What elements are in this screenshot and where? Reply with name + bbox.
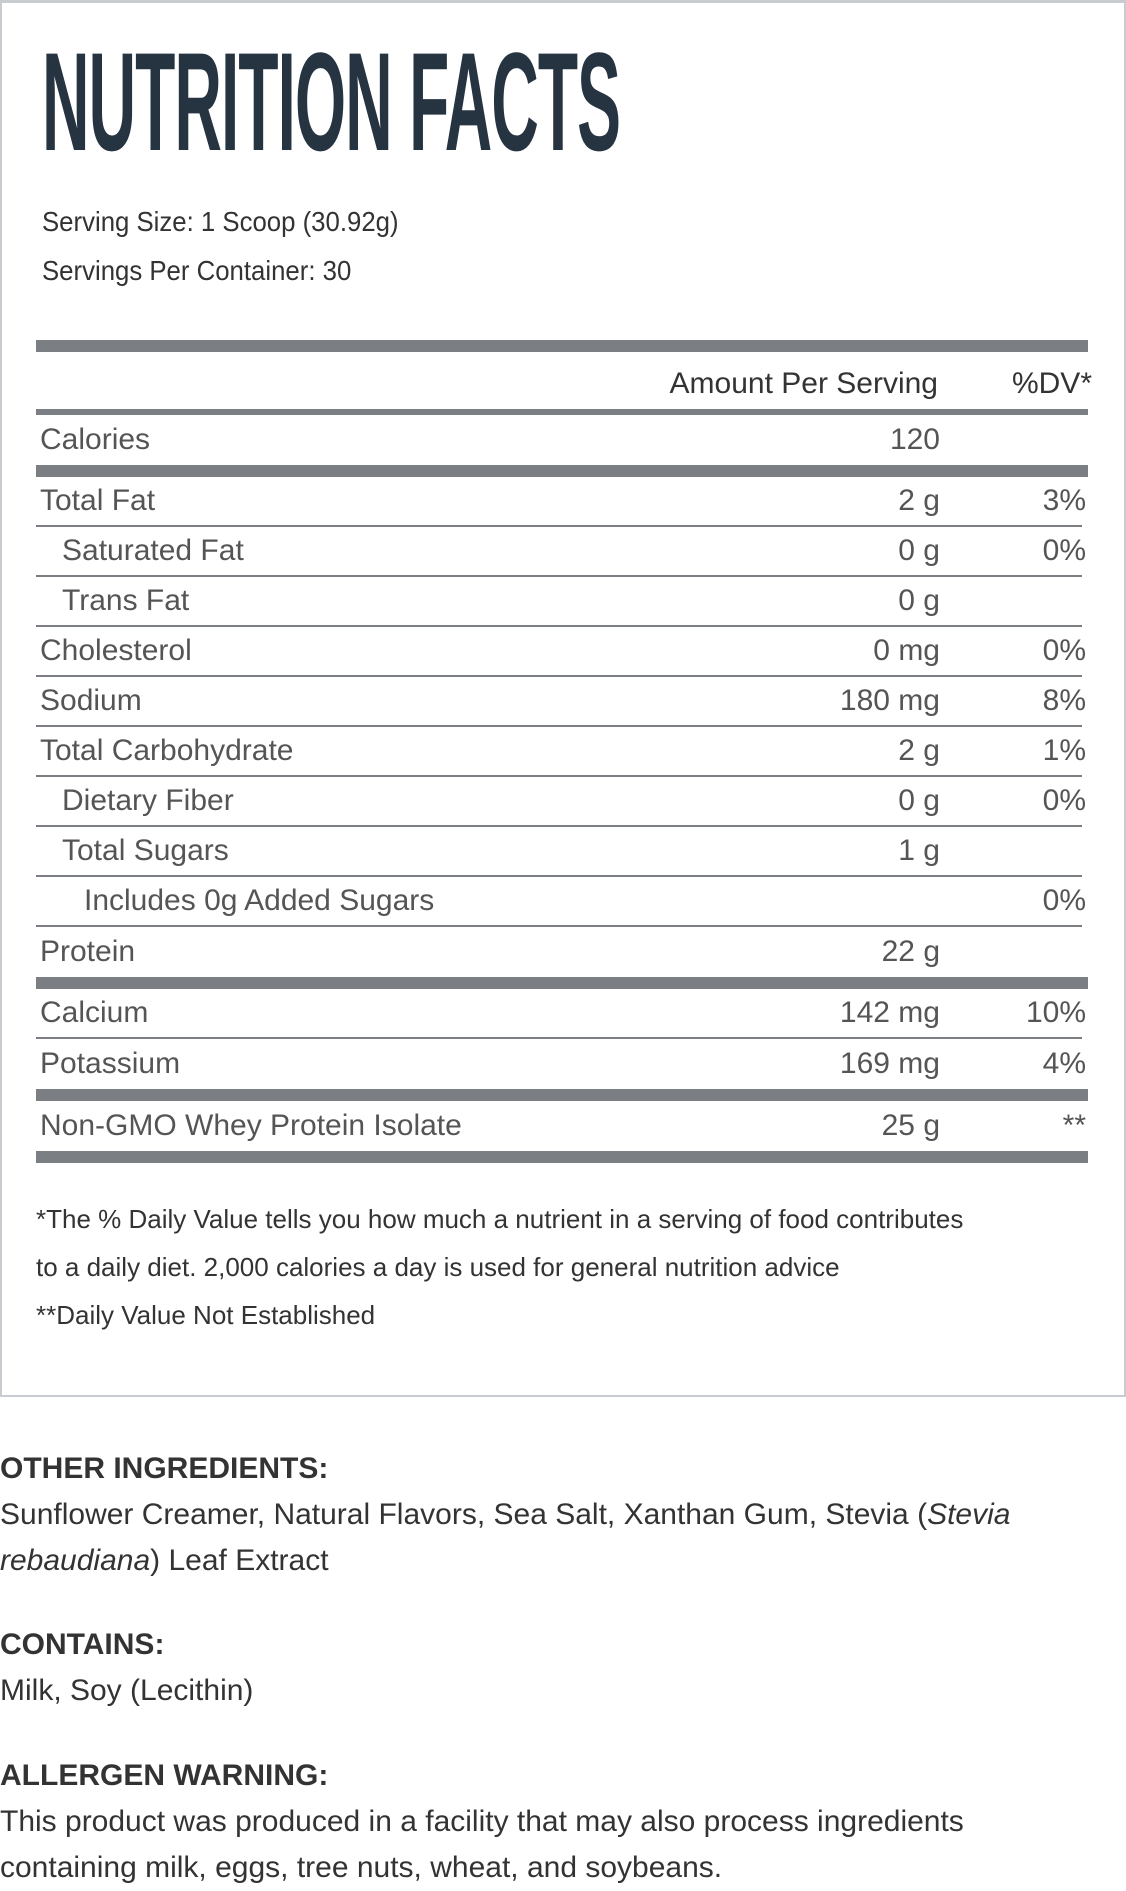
- divider-thick: [36, 1089, 1088, 1101]
- footnote: to a daily diet. 2,000 calories a day is…: [36, 1252, 840, 1282]
- nutrient-label: Saturated Fat: [62, 534, 244, 567]
- nutrient-dv: 3%: [1042, 484, 1086, 517]
- ingredients-text-end: ) Leaf Extract: [150, 1544, 329, 1577]
- nutrient-row: Potassium 169 mg 4%: [36, 1039, 1086, 1089]
- divider-thick: [36, 977, 1088, 989]
- divider-thick: [36, 340, 1088, 352]
- nutrient-row: Cholesterol 0 mg 0%: [36, 627, 1086, 677]
- table-header: Amount Per Serving %DV*: [36, 352, 1092, 409]
- nutrient-group-other: Non-GMO Whey Protein Isolate 25 g **: [36, 1101, 1088, 1151]
- nutrient-label: Dietary Fiber: [62, 784, 234, 817]
- nutrient-row: Trans Fat 0 g: [36, 577, 1082, 627]
- nutrient-amount: 0 g: [898, 784, 940, 817]
- contains-heading: CONTAINS:: [0, 1628, 165, 1661]
- allergen-heading: ALLERGEN WARNING:: [0, 1759, 329, 1792]
- serving-size: Serving Size: 1 Scoop (30.92g): [42, 206, 399, 237]
- nutrient-amount: 169 mg: [839, 1047, 940, 1080]
- contains-text: Milk, Soy (Lecithin): [0, 1674, 254, 1707]
- nutrient-dv: 0%: [1042, 884, 1086, 917]
- allergen-text: This product was produced in a facility …: [0, 1805, 964, 1884]
- footnote: *The % Daily Value tells you how much a …: [36, 1204, 964, 1234]
- nutrient-row: Total Sugars 1 g: [36, 827, 1082, 877]
- nutrition-facts-panel: NUTRITION FACTS Serving Size: 1 Scoop (3…: [0, 0, 1126, 1397]
- nutrient-row: Saturated Fat 0 g 0%: [36, 527, 1086, 577]
- allergen-section: ALLERGEN WARNING: This product was produ…: [0, 1753, 1060, 1891]
- nutrient-row: Protein 22 g: [36, 927, 1082, 977]
- nutrient-dv: **: [1062, 1109, 1086, 1142]
- nutrient-amount: 142 mg: [839, 996, 940, 1029]
- nutrient-label: Total Fat: [40, 484, 156, 517]
- footnote: **Daily Value Not Established: [36, 1300, 376, 1330]
- nutrient-amount: 2 g: [898, 484, 940, 517]
- nutrient-row: Total Carbohydrate 2 g 1%: [36, 727, 1086, 777]
- nutrient-dv: 10%: [1025, 996, 1086, 1029]
- nutrient-dv: 0%: [1042, 634, 1086, 667]
- other-ingredients-text: Sunflower Creamer, Natural Flavors, Sea …: [0, 1492, 1120, 1584]
- nutrient-row: Total Fat 2 g 3%: [36, 477, 1086, 527]
- servings-per-container: Servings Per Container: 30: [42, 255, 352, 286]
- nutrient-label: Total Carbohydrate: [40, 734, 294, 767]
- other-ingredients-heading: OTHER INGREDIENTS:: [0, 1452, 329, 1485]
- nutrient-label: Potassium: [40, 1047, 181, 1080]
- nutrient-label: Calcium: [40, 996, 149, 1029]
- nutrient-amount: 0 mg: [873, 634, 940, 667]
- nutrient-amount: 1 g: [898, 834, 940, 867]
- nutrient-amount: 0 g: [898, 534, 940, 567]
- nutrient-amount: 22 g: [881, 935, 940, 968]
- nutrient-label: Includes 0g Added Sugars: [84, 884, 435, 917]
- nutrient-amount: 180 mg: [839, 684, 940, 717]
- nutrient-amount: 2 g: [898, 734, 940, 767]
- nutrient-dv: 0%: [1042, 534, 1086, 567]
- divider-thick: [36, 465, 1088, 477]
- other-ingredients-section: OTHER INGREDIENTS: Sunflower Creamer, Na…: [0, 1446, 1120, 1584]
- nutrient-row: Calcium 142 mg 10%: [36, 989, 1086, 1039]
- nutrient-label: Total Sugars: [62, 834, 229, 867]
- nutrient-label: Trans Fat: [62, 584, 190, 617]
- contains-section: CONTAINS: Milk, Soy (Lecithin): [0, 1622, 1120, 1714]
- nutrient-group-main: Total Fat 2 g 3% Saturated Fat 0 g 0% Trans Fa…: [36, 477, 1088, 977]
- divider: [36, 409, 1088, 415]
- nutrient-row: Includes 0g Added Sugars 0%: [36, 877, 1086, 927]
- nutrient-dv: 0%: [1042, 784, 1086, 817]
- header-amount: Amount Per Serving: [669, 367, 938, 400]
- divider-thick: [36, 1151, 1088, 1163]
- nutrient-dv: 1%: [1042, 734, 1086, 767]
- nutrient-label: Protein: [40, 935, 136, 968]
- page-title: NUTRITION FACTS: [42, 23, 621, 180]
- calories-row: Calories 120: [36, 415, 1082, 465]
- header-dv: %DV*: [1011, 367, 1092, 400]
- ingredients-italic: Stevia rebaudiana: [0, 1498, 1011, 1577]
- nutrient-group-minerals: Calcium 142 mg 10% Potassium 169 mg 4%: [36, 989, 1088, 1089]
- nutrient-dv: 8%: [1042, 684, 1086, 717]
- footnotes: *The % Daily Value tells you how much a …: [36, 1195, 963, 1339]
- nutrient-row: Sodium 180 mg 8%: [36, 677, 1086, 727]
- calories-value: 120: [889, 423, 940, 456]
- nutrient-label: Sodium: [40, 684, 142, 717]
- calories-label: Calories: [40, 423, 151, 456]
- nutrition-table: Amount Per Serving %DV* Calories 120 Tot…: [36, 340, 1092, 1163]
- nutrient-label: Non-GMO Whey Protein Isolate: [40, 1109, 462, 1142]
- nutrient-amount: 0 g: [898, 584, 940, 617]
- nutrient-amount: 25 g: [881, 1109, 940, 1142]
- nutrient-row: Non-GMO Whey Protein Isolate 25 g **: [36, 1101, 1086, 1151]
- ingredients-text: Sunflower Creamer, Natural Flavors, Sea …: [0, 1498, 928, 1531]
- nutrient-row: Dietary Fiber 0 g 0%: [36, 777, 1086, 827]
- nutrient-label: Cholesterol: [40, 634, 192, 667]
- nutrient-dv: 4%: [1042, 1047, 1086, 1080]
